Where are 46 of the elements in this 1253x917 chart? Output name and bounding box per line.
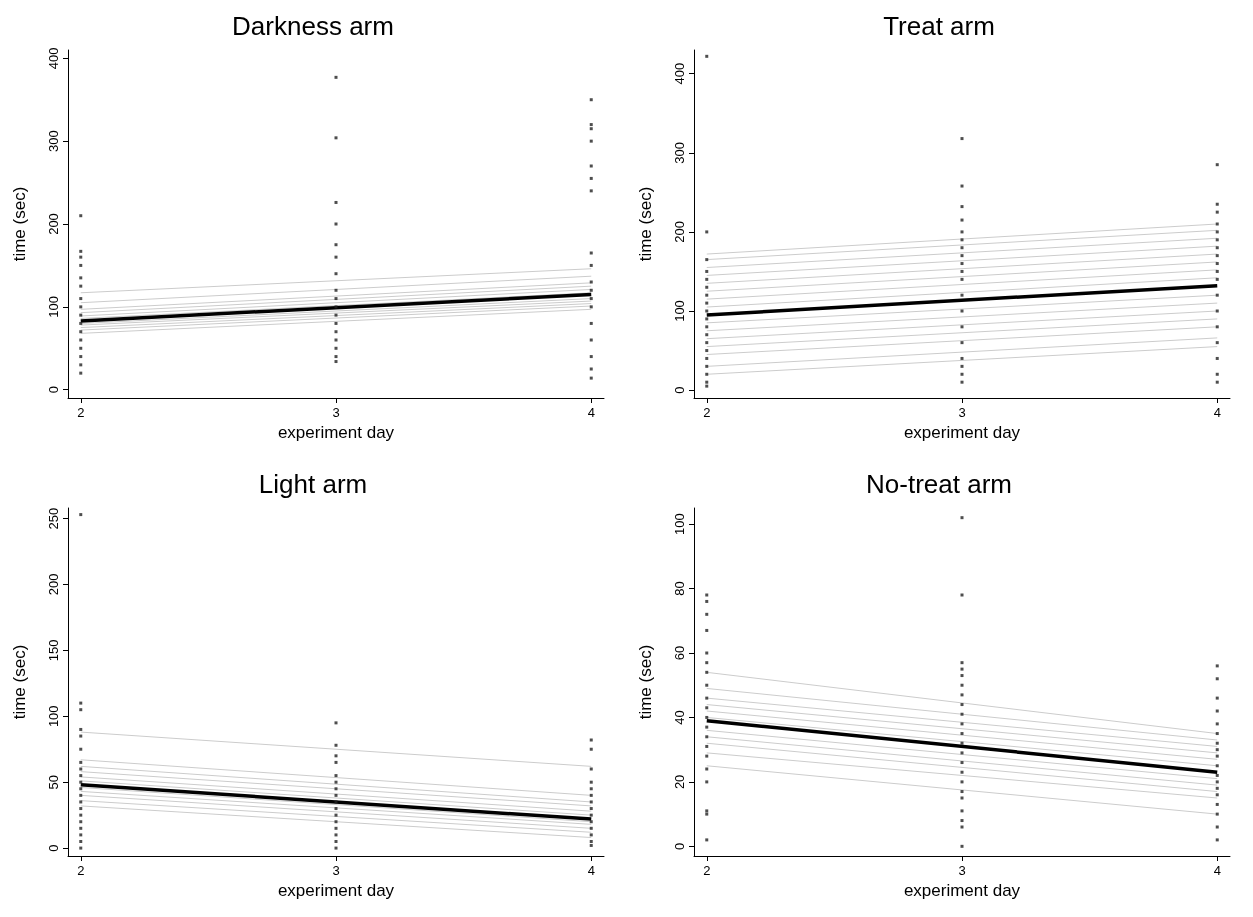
y-tick-label: 300 xyxy=(672,141,687,164)
chart-title: Darkness arm xyxy=(232,11,394,41)
y-tick-label: 100 xyxy=(46,296,61,318)
x-tick-label: 2 xyxy=(77,405,85,420)
y-tick-label: 100 xyxy=(672,513,687,535)
y-tick-label: 300 xyxy=(46,130,61,152)
y-tick-label: 0 xyxy=(46,844,61,852)
x-tick-label: 3 xyxy=(332,863,340,878)
y-tick-label: 0 xyxy=(672,842,687,850)
y-tick-label: 60 xyxy=(672,645,687,661)
x-tick-label: 2 xyxy=(77,863,85,878)
x-tick-label: 3 xyxy=(958,863,966,878)
chart-title: No-treat arm xyxy=(866,469,1012,499)
y-tick-label: 400 xyxy=(672,62,687,85)
y-tick-label: 0 xyxy=(672,386,687,394)
x-tick-label: 4 xyxy=(587,405,595,420)
y-axis-title: time (sec) xyxy=(636,644,655,720)
y-tick-label: 80 xyxy=(672,581,687,596)
x-tick-label: 4 xyxy=(1213,863,1221,878)
y-tick-label: 0 xyxy=(46,386,61,394)
y-tick-label: 250 xyxy=(46,507,61,530)
chart-title: Light arm xyxy=(258,469,368,499)
y-tick-label: 100 xyxy=(46,705,61,728)
x-tick-label: 3 xyxy=(332,405,340,420)
chart-title: Treat arm xyxy=(883,11,995,41)
x-tick-label: 3 xyxy=(958,405,966,420)
x-axis-title: experiment day xyxy=(277,423,395,442)
y-tick-label: 100 xyxy=(672,300,687,322)
y-tick-label: 40 xyxy=(672,710,687,725)
y-tick-label: 50 xyxy=(46,774,61,790)
x-axis-title: experiment day xyxy=(903,881,1021,900)
y-tick-label: 200 xyxy=(46,213,61,235)
y-axis-title: time (sec) xyxy=(636,186,655,262)
y-tick-label: 200 xyxy=(672,221,687,243)
y-tick-label: 400 xyxy=(46,47,61,70)
y-tick-label: 150 xyxy=(46,639,61,662)
y-axis-title: time (sec) xyxy=(10,186,29,262)
x-tick-label: 2 xyxy=(703,863,711,878)
x-tick-label: 4 xyxy=(1213,405,1221,420)
x-tick-label: 2 xyxy=(703,405,711,420)
x-axis-title: experiment day xyxy=(903,423,1021,442)
x-axis-title: experiment day xyxy=(277,881,395,900)
y-tick-label: 200 xyxy=(46,573,61,596)
x-tick-label: 4 xyxy=(587,863,595,878)
y-tick-label: 20 xyxy=(672,774,687,790)
y-axis-title: time (sec) xyxy=(10,644,29,720)
